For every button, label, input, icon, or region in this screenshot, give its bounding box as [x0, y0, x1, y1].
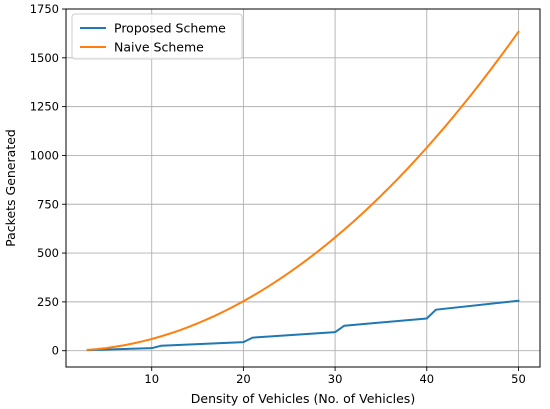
- legend-label: Proposed Scheme: [114, 21, 226, 36]
- y-tick-label: 500: [37, 246, 59, 260]
- gridlines: [66, 8, 540, 367]
- y-axis-label: Packets Generated: [3, 129, 18, 247]
- y-tick-label: 1750: [30, 2, 59, 16]
- legend-box: [71, 13, 243, 60]
- legend-label: Naive Scheme: [114, 40, 204, 55]
- y-tick-label: 750: [37, 197, 59, 211]
- plot-area-frame: [65, 8, 541, 368]
- series-lines: [86, 30, 520, 352]
- x-tick-label: 20: [236, 372, 251, 386]
- y-tick-label: 1250: [30, 100, 59, 114]
- x-tick-label: 10: [144, 372, 159, 386]
- x-tick-label: 40: [419, 372, 434, 386]
- x-tick-label: 50: [511, 372, 526, 386]
- series-line-naive-scheme: [86, 30, 520, 352]
- y-tick-label: 1000: [30, 148, 59, 162]
- x-tick-label: 30: [328, 372, 343, 386]
- y-tick-label: 1500: [30, 51, 59, 65]
- y-tick-label: 250: [37, 295, 59, 309]
- y-tick-label: 0: [52, 344, 59, 358]
- series-line-proposed-scheme: [86, 299, 520, 352]
- legend: Proposed Scheme Naive Scheme: [71, 13, 243, 60]
- x-axis-label: Density of Vehicles (No. of Vehicles): [191, 391, 415, 406]
